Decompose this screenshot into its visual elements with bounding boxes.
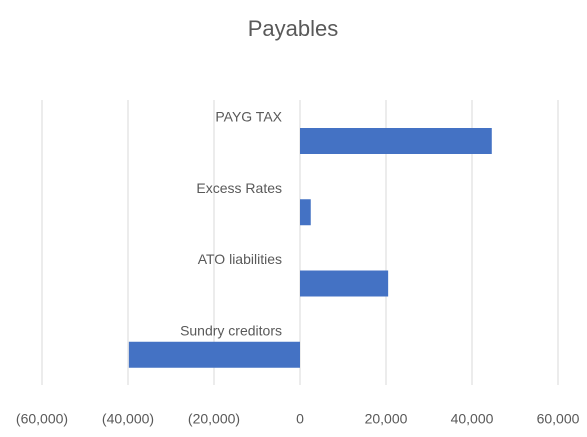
- x-tick-label: 20,000: [365, 411, 408, 427]
- x-tick-label: 60,000: [537, 411, 580, 427]
- category-label: Sundry creditors: [180, 322, 282, 338]
- bar: [128, 341, 300, 368]
- category-label: PAYG TAX: [215, 109, 282, 125]
- x-tick-label: (60,000): [16, 411, 68, 427]
- chart-title: Payables: [248, 16, 339, 41]
- category-label: Excess Rates: [196, 180, 282, 196]
- x-tick-label: 40,000: [451, 411, 494, 427]
- category-label: ATO liabilities: [198, 251, 282, 267]
- x-tick-label: 0: [296, 411, 304, 427]
- bar: [300, 128, 492, 154]
- x-tick-label: (20,000): [188, 411, 240, 427]
- bar: [300, 270, 389, 297]
- x-tick-label: (40,000): [102, 411, 154, 427]
- bar: [300, 199, 311, 226]
